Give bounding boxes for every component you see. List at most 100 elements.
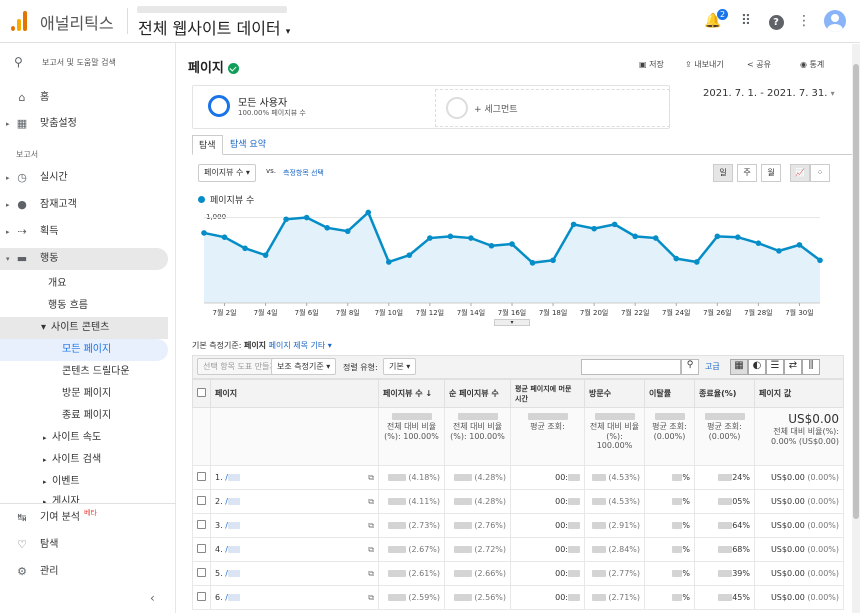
sidebar-item-all-pages[interactable]: 모든 페이지: [0, 339, 168, 361]
date-range-picker[interactable]: 2021. 7. 1. - 2021. 7. 31. ▾: [703, 88, 835, 99]
open-link-icon[interactable]: ⧉: [368, 592, 374, 602]
data-point[interactable]: [652, 235, 659, 241]
table-row[interactable]: 1. / ⧉ (4.18%) (4.28%) 00: (4.53%)% 24% US$0…: [192, 465, 844, 490]
page-path-link[interactable]: /: [225, 472, 228, 482]
tab-summary[interactable]: 탐색 요약: [230, 140, 266, 150]
data-point[interactable]: [570, 221, 577, 228]
primary-dim-page[interactable]: 페이지: [243, 341, 267, 350]
table-row[interactable]: 6. / ⧉ (2.59%) (2.56%) 00: (2.71%)% 45% US$0…: [192, 585, 844, 610]
data-point[interactable]: [632, 233, 638, 240]
col-pageviews[interactable]: 페이지뷰 수 ↓: [378, 379, 445, 408]
sidebar-item-behavior[interactable]: ▾ ▬ 행동: [0, 248, 168, 270]
sidebar-item-home[interactable]: ⌂ 홈: [0, 87, 168, 109]
save-button[interactable]: ▣ 저장: [639, 59, 664, 70]
sidebar-item-behavior-overview[interactable]: 개요: [0, 273, 168, 295]
open-link-icon[interactable]: ⧉: [368, 568, 374, 578]
data-point[interactable]: [550, 257, 556, 264]
data-point[interactable]: [242, 245, 248, 252]
account-name-blurred[interactable]: [137, 6, 287, 13]
sidebar-item-realtime[interactable]: ▸ ◷ 실시간: [0, 167, 168, 189]
other-dim-link[interactable]: 기타 ▾: [310, 341, 332, 350]
data-point[interactable]: [365, 209, 372, 216]
row-checkbox[interactable]: [197, 472, 206, 481]
sidebar-item-discover[interactable]: ♡ 탐색: [0, 534, 168, 556]
period-week-button[interactable]: 주: [737, 164, 757, 182]
col-avg-time[interactable]: 평균 페이지에 머문 시간: [510, 379, 585, 408]
sidebar-search[interactable]: ⚲ 보고서 및 도움말 검색: [0, 51, 176, 75]
plot-rows-button[interactable]: 선택 항목 도표 만들기: [197, 358, 283, 375]
data-point[interactable]: [427, 235, 433, 241]
page-scrollbar[interactable]: [852, 44, 860, 613]
data-point[interactable]: [529, 260, 536, 266]
table-row[interactable]: 4. / ⧉ (2.67%) (2.72%) 00: (2.84%)% 68% US$0…: [192, 537, 844, 562]
segment-name[interactable]: 모든 사용자: [238, 98, 288, 109]
data-point[interactable]: [714, 233, 721, 240]
insights-button[interactable]: ◉ 통계: [800, 59, 824, 70]
add-segment-button[interactable]: + 세그먼트: [435, 89, 670, 127]
analytics-logo-icon[interactable]: [11, 11, 27, 31]
row-checkbox[interactable]: [197, 496, 206, 505]
sidebar-item-audience[interactable]: ▸ ● 잠재고객: [0, 194, 168, 216]
page-path-link[interactable]: /: [225, 568, 228, 578]
row-checkbox[interactable]: [197, 568, 206, 577]
search-icon[interactable]: ⚲: [681, 359, 699, 375]
page-path-link[interactable]: /: [225, 544, 228, 554]
data-point[interactable]: [262, 252, 269, 258]
table-row[interactable]: 2. / ⧉ (4.11%) (4.28%) 00: (4.53%)% 05% US$0…: [192, 489, 844, 514]
sidebar-item-landing-pages[interactable]: 방문 페이지: [0, 383, 168, 405]
line-chart-icon[interactable]: 📈: [790, 164, 810, 182]
sidebar-item-behavior-flow[interactable]: 행동 흐름: [0, 295, 168, 317]
more-vert-icon[interactable]: ⋮: [797, 13, 811, 29]
sidebar-item-attribution[interactable]: ↹ 기여 분석 베타: [0, 507, 168, 529]
open-link-icon[interactable]: ⧉: [368, 520, 374, 530]
col-entrances[interactable]: 방문수: [584, 379, 645, 408]
apps-grid-icon[interactable]: ⠿: [740, 13, 752, 29]
sidebar-item-events[interactable]: ▸ 이벤트: [0, 471, 168, 493]
data-point[interactable]: [611, 221, 618, 228]
data-point[interactable]: [776, 248, 782, 254]
advanced-link[interactable]: 고급: [705, 362, 720, 371]
row-checkbox[interactable]: [197, 592, 206, 601]
period-month-button[interactable]: 월: [761, 164, 781, 182]
select-metric-link[interactable]: 측정항목 선택: [283, 169, 324, 177]
page-path-link[interactable]: /: [225, 496, 228, 506]
property-selector[interactable]: 전체 웹사이트 데이터 ▾: [138, 15, 290, 39]
pie-view-icon[interactable]: ◐: [748, 359, 766, 375]
data-point[interactable]: [796, 242, 803, 248]
sidebar-item-content-drilldown[interactable]: 콘텐츠 드릴다운: [0, 361, 168, 383]
row-checkbox[interactable]: [197, 520, 206, 529]
tab-explorer[interactable]: 탐색: [192, 135, 223, 155]
open-link-icon[interactable]: ⧉: [368, 496, 374, 506]
data-point[interactable]: [283, 216, 289, 223]
data-point[interactable]: [509, 241, 515, 247]
export-button[interactable]: ⇪ 내보내기: [685, 59, 724, 70]
sidebar-item-acquisition[interactable]: ▸ ⇢ 획득: [0, 221, 168, 243]
data-point[interactable]: [817, 257, 823, 264]
data-point[interactable]: [468, 235, 474, 241]
data-point[interactable]: [488, 242, 495, 249]
table-view-icon[interactable]: ▦: [730, 359, 748, 375]
table-search-input[interactable]: [581, 359, 681, 375]
data-point[interactable]: [447, 233, 454, 240]
sidebar-item-exit-pages[interactable]: 종료 페이지: [0, 405, 168, 427]
period-day-button[interactable]: 일: [713, 164, 733, 182]
scrollbar-thumb[interactable]: [853, 64, 859, 519]
select-all-checkbox[interactable]: [197, 388, 206, 397]
data-point[interactable]: [221, 234, 228, 240]
col-bounce[interactable]: 이탈률: [644, 379, 695, 408]
help-icon[interactable]: ?: [767, 12, 785, 30]
collapse-icon[interactable]: ‹: [150, 591, 155, 605]
data-point[interactable]: [755, 240, 762, 246]
secondary-dimension-dropdown[interactable]: 보조 측정기준 ▾: [271, 358, 337, 375]
sidebar-item-site-search[interactable]: ▸ 사이트 검색: [0, 449, 168, 471]
col-unique-pageviews[interactable]: 순 페이지뷰 수: [444, 379, 511, 408]
col-page[interactable]: 페이지: [210, 379, 379, 408]
table-row[interactable]: 3. / ⧉ (2.73%) (2.76%) 00: (2.91%)% 64% US$0…: [192, 513, 844, 538]
page-path-link[interactable]: /: [225, 520, 228, 530]
sidebar-item-admin[interactable]: ⚙ 관리: [0, 561, 168, 583]
motion-chart-icon[interactable]: ⁘: [810, 164, 830, 182]
page-title-dim-link[interactable]: 페이지 제목: [268, 341, 308, 350]
data-point[interactable]: [735, 234, 741, 240]
performance-view-icon[interactable]: ☰: [766, 359, 784, 375]
sidebar-item-site-content[interactable]: ▾ 사이트 콘텐츠: [0, 317, 168, 339]
